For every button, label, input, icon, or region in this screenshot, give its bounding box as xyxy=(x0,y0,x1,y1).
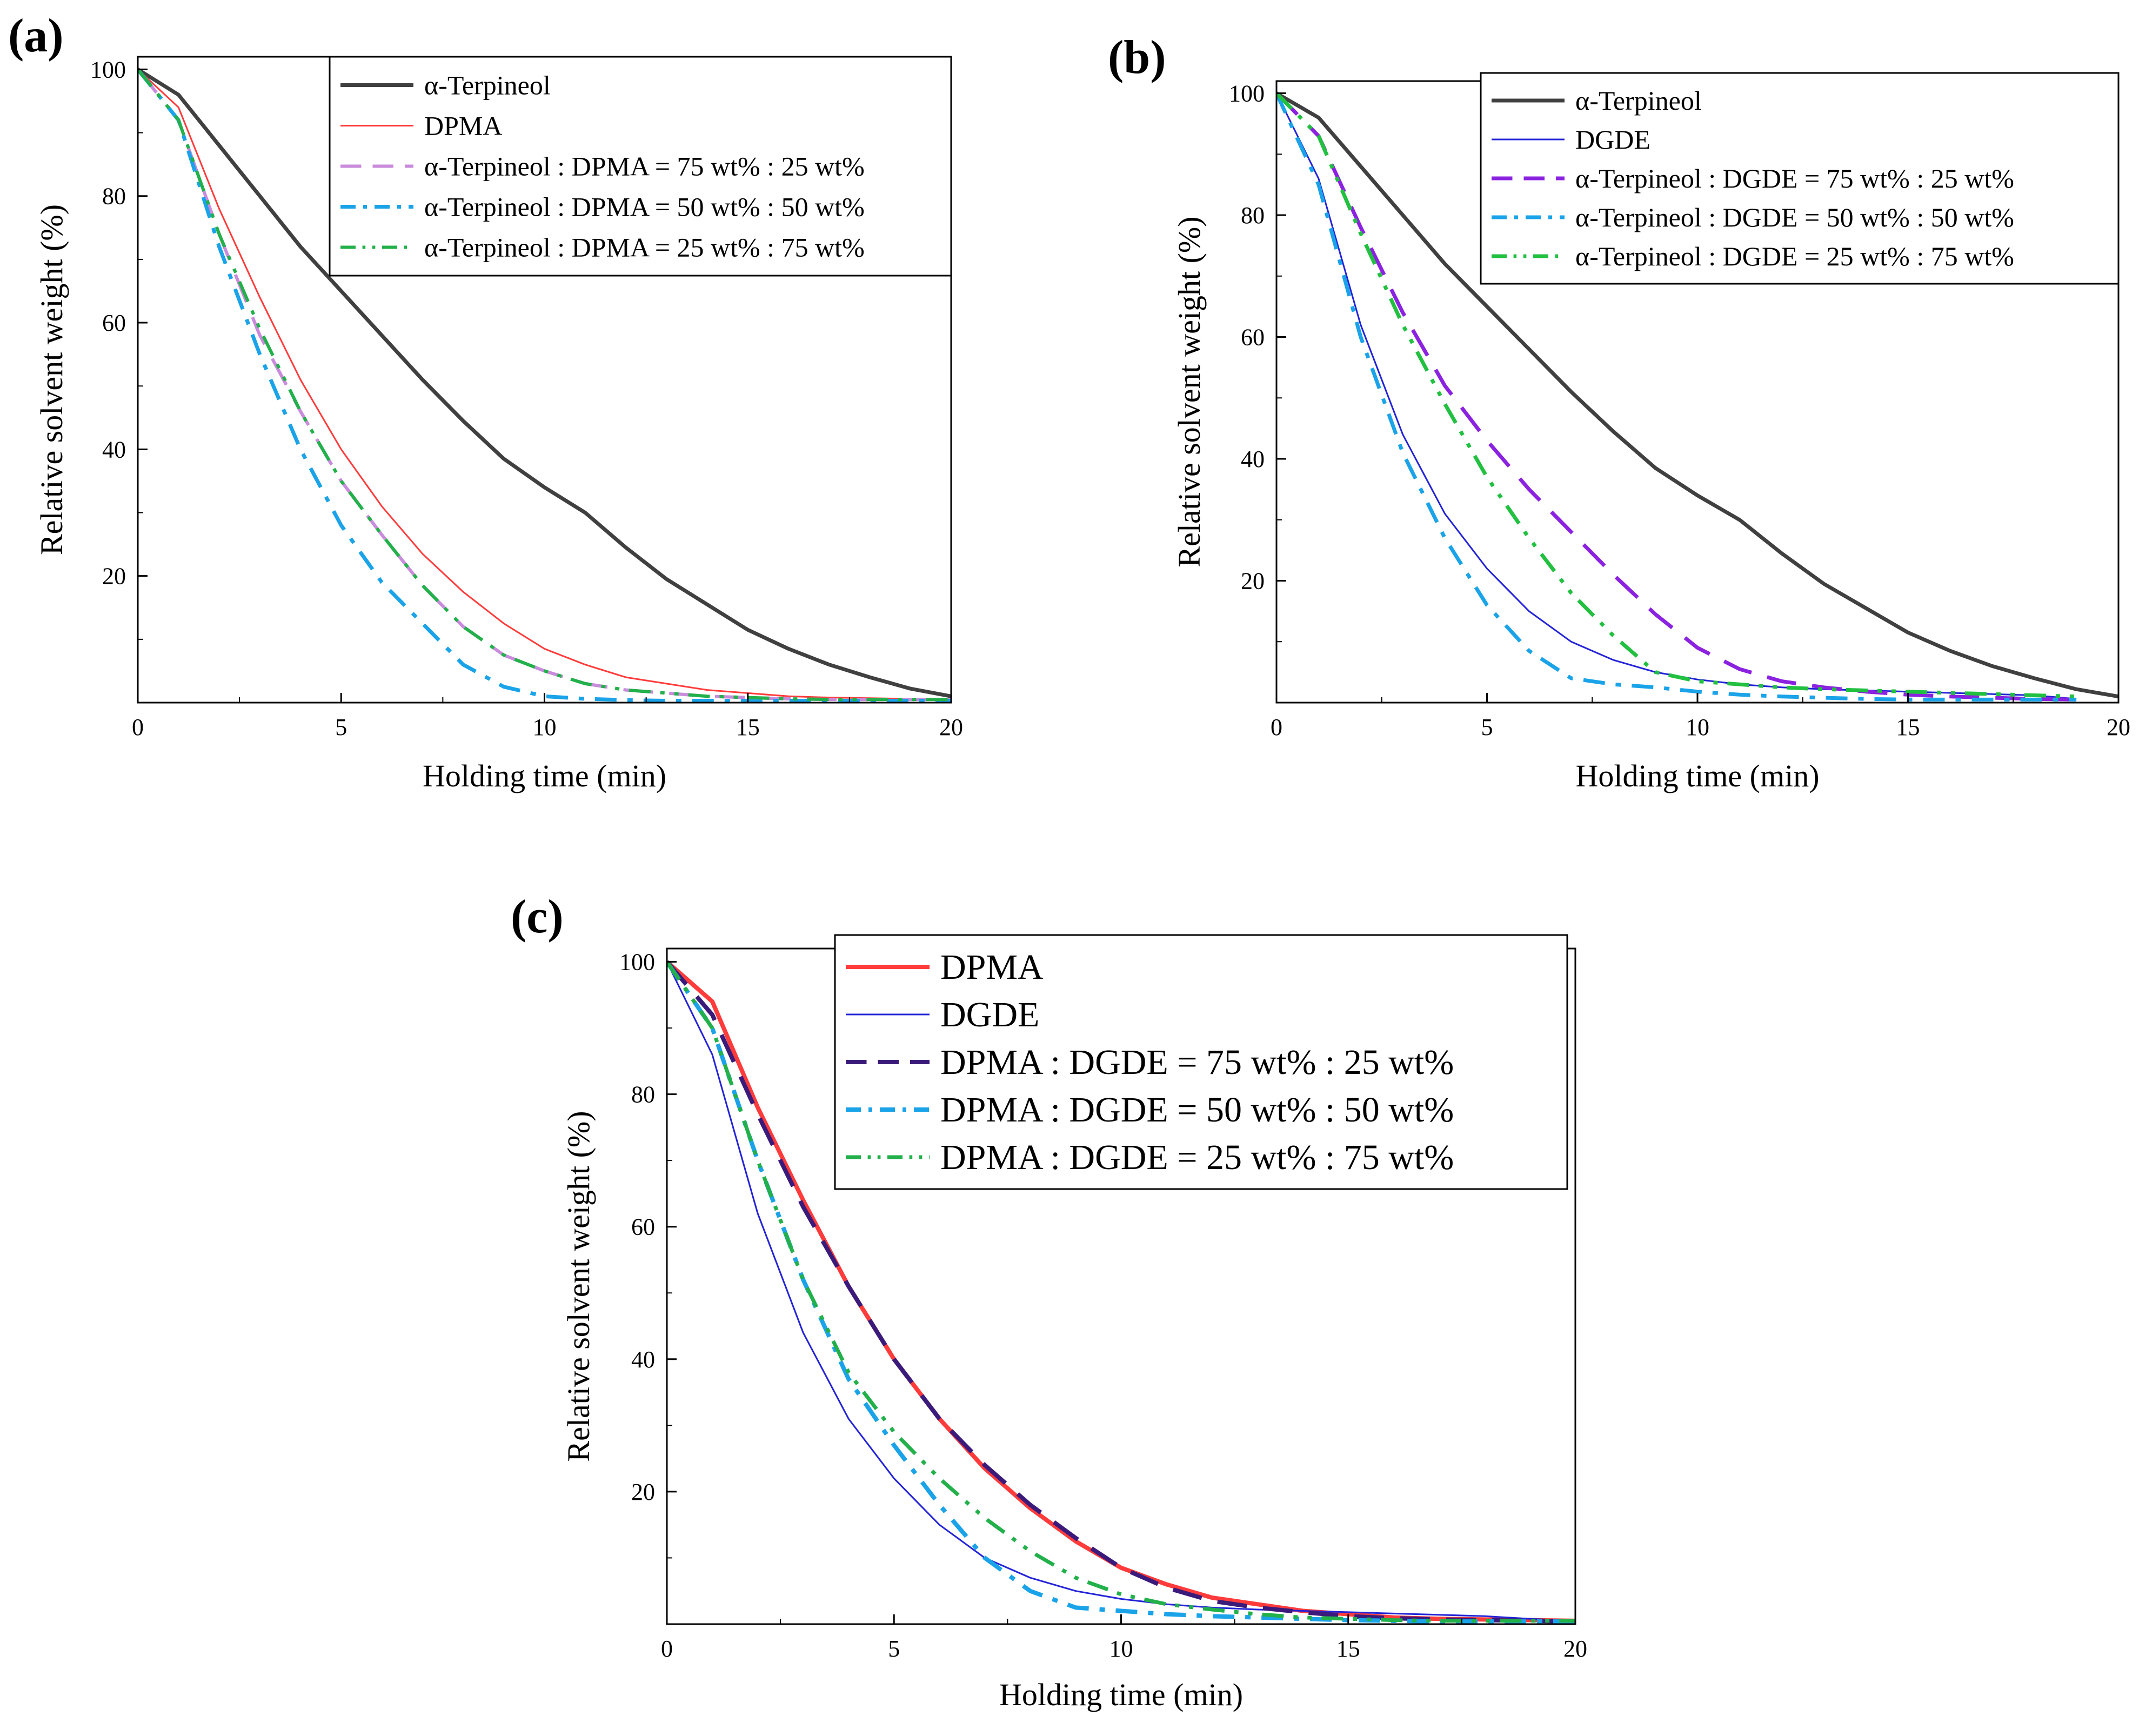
y-tick-label: 40 xyxy=(631,1346,655,1373)
y-tick-label: 100 xyxy=(1229,81,1265,107)
y-tick-label: 60 xyxy=(102,310,126,336)
y-tick-label: 80 xyxy=(631,1081,655,1108)
series-line-4 xyxy=(667,960,1575,1624)
y-axis-title: Relative solvent weight (%) xyxy=(34,204,69,555)
y-tick-label: 60 xyxy=(1241,324,1265,351)
x-tick-label: 5 xyxy=(335,714,347,740)
series-line-2 xyxy=(138,69,951,700)
chart-panel-2: (b) 0 5 10 15 20 20 40 60 80 100 Holding time (min)… xyxy=(1108,31,2130,793)
chart-panel-1: (a) 0 5 10 15 20 20 40 60 80 100 Holding time (min)… xyxy=(8,10,963,793)
legend-label: α-Terpineol xyxy=(424,70,551,101)
legend-label: α-Terpineol : DGDE = 25 wt% : 75 wt% xyxy=(1575,241,2014,271)
series-group xyxy=(1276,91,2118,702)
legend-label: α-Terpineol : DGDE = 75 wt% : 25 wt% xyxy=(1575,163,2014,193)
legend-label: DPMA xyxy=(424,111,502,141)
chart-panel-3: (c) 0 5 10 15 20 20 40 60 80 100 Holding time (min)… xyxy=(511,891,1587,1712)
series-line-1 xyxy=(1276,91,2118,699)
legend-label: DGDE xyxy=(1575,124,1650,155)
legend-label: DPMA : DGDE = 50 wt% : 50 wt% xyxy=(940,1090,1454,1130)
legend-label: DGDE xyxy=(940,995,1039,1034)
legend-box xyxy=(834,934,1568,1190)
panel-label: (c) xyxy=(511,891,564,943)
x-axis-title: Holding time (min) xyxy=(999,1677,1243,1712)
x-tick-label: 15 xyxy=(736,714,760,740)
series-line-4 xyxy=(138,68,951,703)
x-axis-title: Holding time (min) xyxy=(423,758,666,793)
y-tick-label: 20 xyxy=(1241,568,1265,595)
series-line-5 xyxy=(138,68,951,702)
x-tick-label: 5 xyxy=(1481,714,1493,740)
x-tick-label: 10 xyxy=(1109,1635,1133,1662)
legend-label: α-Terpineol : DPMA = 75 wt% : 25 wt% xyxy=(424,151,865,182)
x-tick-label: 0 xyxy=(132,714,144,740)
legend: DPMA DGDE DPMA : DGDE = 75 wt% : 25 wt% DPM… xyxy=(834,934,1568,1190)
y-tick-label: 80 xyxy=(1241,202,1265,229)
x-tick-label: 10 xyxy=(1686,714,1709,740)
series-group xyxy=(138,68,951,703)
series-group xyxy=(667,960,1575,1624)
x-tick-label: 20 xyxy=(1563,1635,1587,1662)
panel-label: (a) xyxy=(8,10,64,62)
legend-label: DPMA : DGDE = 25 wt% : 75 wt% xyxy=(940,1138,1454,1177)
x-tick-label: 0 xyxy=(1271,714,1282,740)
legend-box xyxy=(1480,72,2120,285)
legend-label: α-Terpineol : DGDE = 50 wt% : 50 wt% xyxy=(1575,202,2014,232)
y-tick-label: 60 xyxy=(631,1214,655,1240)
y-tick-label: 40 xyxy=(102,436,126,463)
series-line-4 xyxy=(1276,92,2077,702)
x-tick-label: 20 xyxy=(939,714,963,740)
legend-label: α-Terpineol : DPMA = 50 wt% : 50 wt% xyxy=(424,192,865,222)
y-axis-title: Relative solvent weight (%) xyxy=(1172,216,1207,567)
series-line-2 xyxy=(667,961,1575,1622)
x-tick-label: 15 xyxy=(1896,714,1920,740)
x-tick-label: 15 xyxy=(1336,1635,1360,1662)
series-line-3 xyxy=(667,960,1575,1624)
x-tick-label: 20 xyxy=(2107,714,2130,740)
x-tick-label: 0 xyxy=(661,1635,673,1662)
y-tick-label: 40 xyxy=(1241,446,1265,472)
y-tick-label: 80 xyxy=(102,183,126,210)
panel-label: (b) xyxy=(1108,31,1166,84)
y-tick-label: 20 xyxy=(631,1479,655,1505)
y-axis-title: Relative solvent weight (%) xyxy=(561,1111,596,1461)
legend-label: α-Terpineol xyxy=(1575,85,1702,116)
legend: α-Terpineol DPMA α-Terpineol : DPMA = 75 w… xyxy=(329,56,952,277)
legend-label: α-Terpineol : DPMA = 25 wt% : 75 wt% xyxy=(424,232,865,263)
legend-label: DPMA : DGDE = 75 wt% : 25 wt% xyxy=(940,1043,1454,1082)
series-line-5 xyxy=(1276,92,2077,699)
y-tick-label: 20 xyxy=(102,563,126,590)
x-tick-label: 5 xyxy=(888,1635,900,1662)
series-line-1 xyxy=(138,68,951,698)
legend-label: DPMA xyxy=(940,947,1044,987)
legend-box xyxy=(329,56,952,277)
y-tick-label: 100 xyxy=(90,56,126,83)
x-axis-title: Holding time (min) xyxy=(1575,758,1819,793)
x-tick-label: 10 xyxy=(533,714,557,740)
legend: α-Terpineol DGDE α-Terpineol : DGDE = 75 w… xyxy=(1480,72,2120,285)
y-tick-label: 100 xyxy=(619,949,655,976)
